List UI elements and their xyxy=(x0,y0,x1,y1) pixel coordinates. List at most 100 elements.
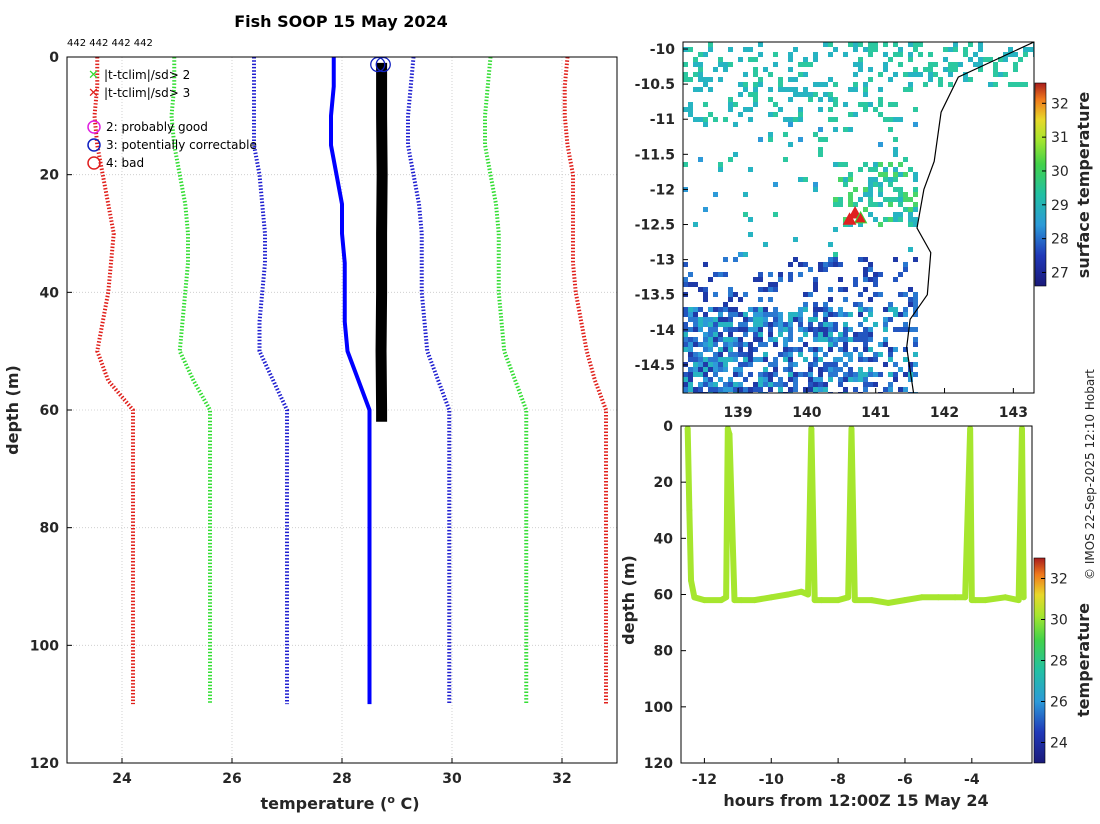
sst-pixel xyxy=(818,322,823,327)
sst-pixel xyxy=(698,87,703,92)
sst-pixel xyxy=(913,257,918,262)
sst-colorbar-tick-label: 30 xyxy=(1051,164,1069,180)
y-tick-label: 40 xyxy=(40,285,60,301)
sst-pixel xyxy=(878,292,883,297)
sst-pixel xyxy=(873,47,878,52)
temperature-colorbar-tick-label: 30 xyxy=(1050,613,1068,629)
sst-pixel xyxy=(718,57,723,62)
sst-pixel xyxy=(788,117,793,122)
map-y-tick-label: -11 xyxy=(650,112,675,128)
sst-pixel xyxy=(813,92,818,97)
sst-pixel xyxy=(713,372,718,377)
sst-pixel xyxy=(703,102,708,107)
sst-pixel xyxy=(858,302,863,307)
sst-pixel xyxy=(698,67,703,72)
sst-pixel xyxy=(698,367,703,372)
sst-pixel xyxy=(768,372,773,377)
sst-pixel xyxy=(828,287,833,292)
sst-pixel xyxy=(828,92,833,97)
sst-pixel xyxy=(843,352,848,357)
sst-pixel xyxy=(948,82,953,87)
sst-pixel xyxy=(818,267,823,272)
sst-pixel xyxy=(683,282,688,287)
sst-pixel xyxy=(848,192,853,197)
sst-pixel xyxy=(808,362,813,367)
sst-pixel xyxy=(888,182,893,187)
deck-data-point xyxy=(935,594,942,601)
sst-pixel xyxy=(843,322,848,327)
sst-pixel xyxy=(868,297,873,302)
sst-pixel xyxy=(863,287,868,292)
deck-y-tick-label: 40 xyxy=(654,531,674,547)
sst-pixel xyxy=(853,187,858,192)
sst-pixel xyxy=(868,307,873,312)
sst-pixel xyxy=(968,42,973,47)
sst-pixel xyxy=(693,387,698,392)
sst-pixel xyxy=(713,342,718,347)
sst-pixel xyxy=(798,92,803,97)
sst-colorbar-label: surface temperature xyxy=(1074,92,1093,279)
sst-pixel xyxy=(893,52,898,57)
sst-pixel xyxy=(698,117,703,122)
sst-pixel xyxy=(803,292,808,297)
coastline xyxy=(906,42,1034,393)
sst-pixel xyxy=(813,332,818,337)
sst-pixel xyxy=(708,362,713,367)
sst-pixel xyxy=(778,377,783,382)
sst-pixel xyxy=(693,367,698,372)
sst-pixel xyxy=(763,342,768,347)
sst-pixel xyxy=(773,112,778,117)
sst-pixel xyxy=(833,162,838,167)
sst-pixel xyxy=(708,327,713,332)
sst-pixel xyxy=(743,342,748,347)
sst-pixel xyxy=(723,387,728,392)
sst-pixel xyxy=(823,307,828,312)
sst-pixel xyxy=(878,87,883,92)
sst-pixel xyxy=(788,377,793,382)
sst-pixel xyxy=(798,117,803,122)
sst-pixel xyxy=(768,312,773,317)
sst-pixel xyxy=(873,352,878,357)
sst-pixel xyxy=(783,337,788,342)
sst-pixel xyxy=(788,337,793,342)
sst-pixel xyxy=(923,82,928,87)
sst-pixel xyxy=(873,382,878,387)
sst-pixel xyxy=(858,292,863,297)
sst-pixel xyxy=(743,317,748,322)
sst-pixel xyxy=(853,202,858,207)
sst-pixel xyxy=(898,52,903,57)
sst-pixel xyxy=(813,352,818,357)
sst-pixel xyxy=(788,312,793,317)
sst-pixel xyxy=(838,177,843,182)
sst-pixel xyxy=(838,287,843,292)
sst-pixel xyxy=(773,312,778,317)
sst-pixel xyxy=(753,347,758,352)
sst-pixel xyxy=(743,107,748,112)
sst-pixel xyxy=(763,322,768,327)
sst-pixel xyxy=(718,322,723,327)
station-triangle-marker xyxy=(848,205,862,219)
sst-pixel xyxy=(773,372,778,377)
profile-legend: ✕ |t-tclim|/sd> 2 ✕ |t-tclim|/sd> 3 2: p… xyxy=(87,68,257,170)
sst-pixel xyxy=(1013,82,1018,87)
sst-pixel xyxy=(698,322,703,327)
deck-x-axis-label: hours from 12:00Z 15 May 24 xyxy=(723,791,988,810)
sst-pixel xyxy=(913,187,918,192)
sst-pixel xyxy=(878,352,883,357)
sst-pixel xyxy=(733,327,738,332)
sst-pixel xyxy=(893,347,898,352)
sst-pixel xyxy=(798,262,803,267)
sst-pixel xyxy=(723,327,728,332)
sst-pixel xyxy=(798,307,803,312)
sst-pixel xyxy=(753,357,758,362)
sst-pixel xyxy=(743,87,748,92)
sst-pixel xyxy=(828,242,833,247)
sst-pixel xyxy=(953,42,958,47)
sst-pixel xyxy=(748,352,753,357)
sst-pixel xyxy=(863,317,868,322)
map-y-tick-label: -11.5 xyxy=(635,147,675,163)
sst-pixel xyxy=(1003,72,1008,77)
sst-pixel xyxy=(893,277,898,282)
sst-pixel xyxy=(813,327,818,332)
sst-pixel xyxy=(863,107,868,112)
